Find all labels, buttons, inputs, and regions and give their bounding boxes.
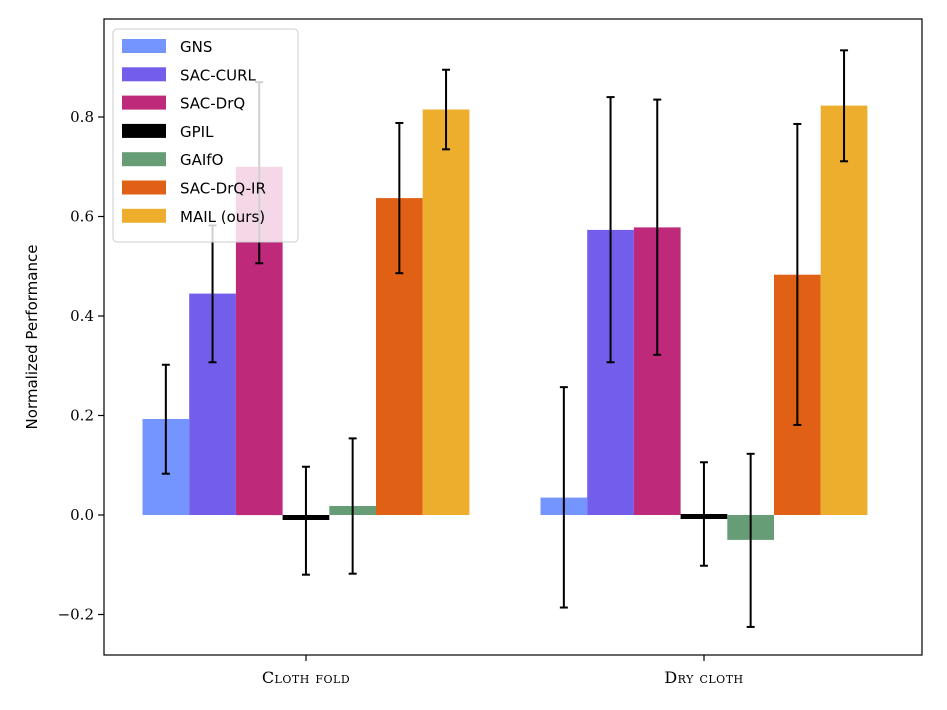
legend-swatch <box>122 95 166 110</box>
plot-frame <box>103 18 923 656</box>
legend-entry: MAIL (ours) <box>180 208 265 226</box>
legend-swatch <box>122 180 166 195</box>
y-tick-label: 0.4 <box>70 307 94 325</box>
legend-entry: SAC-CURL <box>180 66 257 84</box>
y-tick-label: 0.0 <box>70 506 94 524</box>
error-bar-sac-drq-dry-cloth <box>653 98 662 356</box>
x-axis: Cloth fold Dry cloth <box>262 655 743 687</box>
legend-swatch <box>122 123 166 138</box>
x-category-label: Dry cloth <box>664 668 743 687</box>
error-bar-gaifo-cloth-fold <box>348 437 357 575</box>
legend-entry: SAC-DrQ <box>180 95 245 113</box>
y-axis-title: Normalized Performance <box>23 245 41 430</box>
error-bar-mail-ours--cloth-fold <box>442 68 451 151</box>
legend-entry: SAC-DrQ-IR <box>180 180 266 198</box>
error-bar-gpil-cloth-fold <box>301 465 310 576</box>
y-axis: −0.2 0.0 0.2 0.4 0.6 0.8 <box>58 108 104 624</box>
legend: GNS SAC-CURL SAC-DrQ GPIL GAIfO SAC-DrQ-IR MAI… <box>112 28 299 243</box>
bar-mail-ours--cloth-fold <box>422 109 470 515</box>
legend-swatch <box>122 67 166 82</box>
legend-swatch <box>122 39 166 53</box>
error-bar-sac-drq-ir-dry-cloth <box>793 122 802 426</box>
legend-swatch <box>122 152 166 167</box>
error-bar-sac-curl-dry-cloth <box>606 96 615 364</box>
error-bar-gaifo-dry-cloth <box>746 452 755 628</box>
legend-swatch <box>122 208 166 223</box>
y-tick-label: 0.6 <box>70 208 94 226</box>
y-tick-label: 0.8 <box>70 108 94 126</box>
error-bar-sac-drq-ir-cloth-fold <box>395 121 404 275</box>
error-bar-mail-ours--dry-cloth <box>840 49 849 163</box>
y-tick-label: −0.2 <box>58 606 94 624</box>
legend-entry: GNS <box>180 38 212 56</box>
x-category-label: Cloth fold <box>262 668 350 687</box>
error-bar-gns-dry-cloth <box>559 386 568 609</box>
bar-mail-ours--dry-cloth <box>820 105 868 515</box>
y-tick-label: 0.2 <box>70 407 94 425</box>
error-bar-gpil-dry-cloth <box>699 461 708 567</box>
legend-entry: GPIL <box>180 123 214 141</box>
bars-layer <box>142 105 868 540</box>
error-bar-gns-cloth-fold <box>161 363 170 475</box>
legend-entry: GAIfO <box>180 151 223 169</box>
